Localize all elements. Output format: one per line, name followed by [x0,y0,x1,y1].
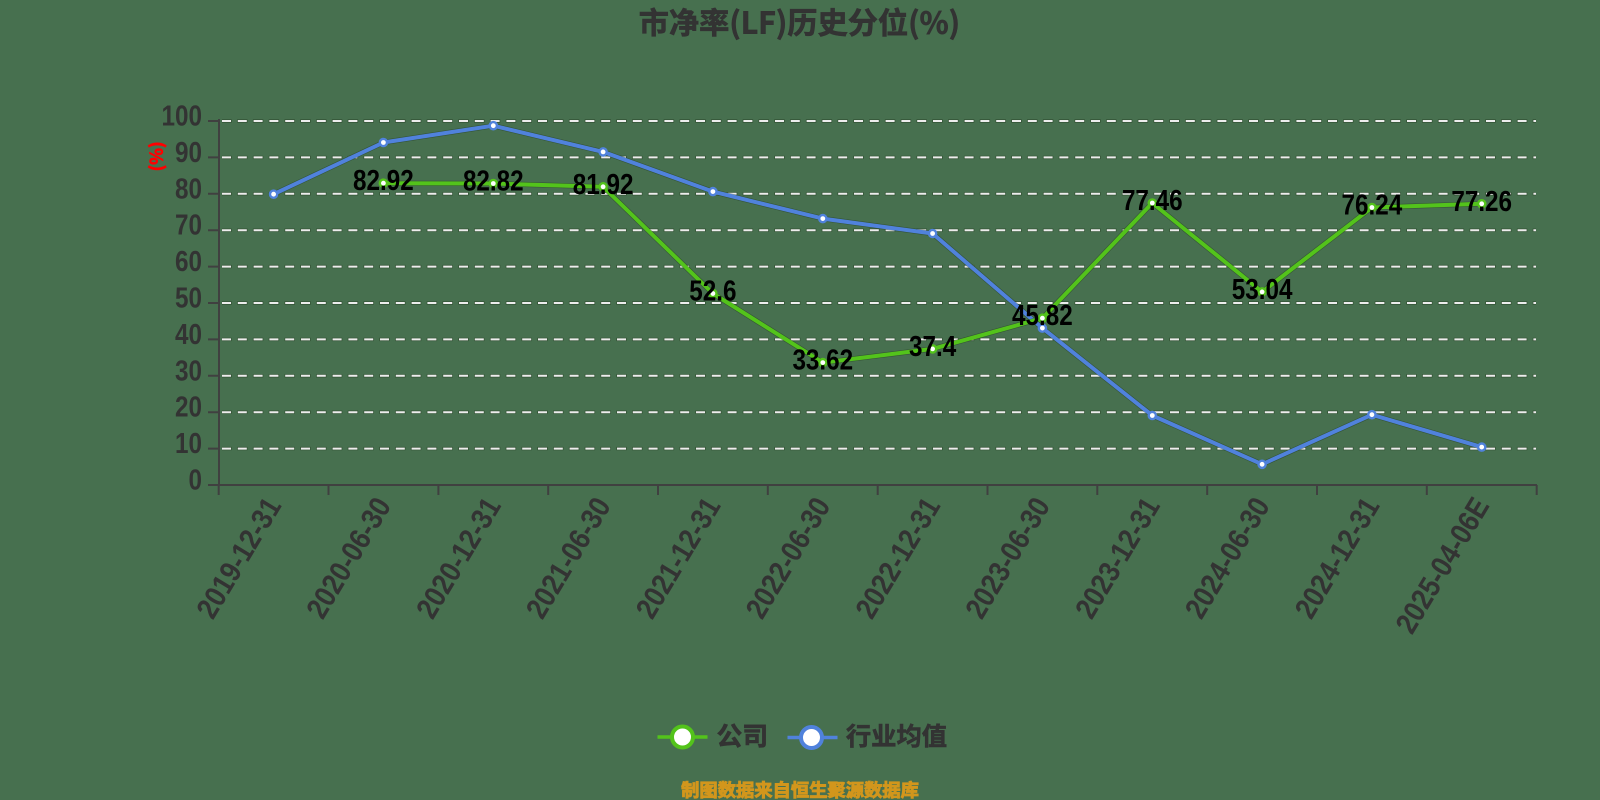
svg-text:82.92: 82.92 [353,165,414,197]
svg-text:53.04: 53.04 [1232,274,1293,306]
svg-text:70: 70 [175,210,202,242]
svg-text:82.82: 82.82 [463,166,524,198]
svg-text:40: 40 [175,319,202,351]
svg-text:77.26: 77.26 [1451,186,1512,218]
svg-text:50: 50 [175,283,202,315]
svg-text:33.62: 33.62 [792,345,853,377]
svg-text:37.4: 37.4 [909,331,956,363]
svg-text:20: 20 [175,392,202,424]
svg-text:100: 100 [162,101,203,133]
svg-text:52.6: 52.6 [689,276,736,308]
svg-text:30: 30 [175,355,202,387]
svg-text:77.46: 77.46 [1122,185,1183,217]
svg-text:10: 10 [175,428,202,460]
svg-text:80: 80 [175,173,202,205]
svg-text:45.82: 45.82 [1012,300,1073,332]
svg-text:81.92: 81.92 [573,169,634,201]
svg-text:76.24: 76.24 [1342,190,1403,222]
svg-text:90: 90 [175,137,202,169]
svg-text:60: 60 [175,246,202,278]
svg-text:0: 0 [189,465,203,497]
